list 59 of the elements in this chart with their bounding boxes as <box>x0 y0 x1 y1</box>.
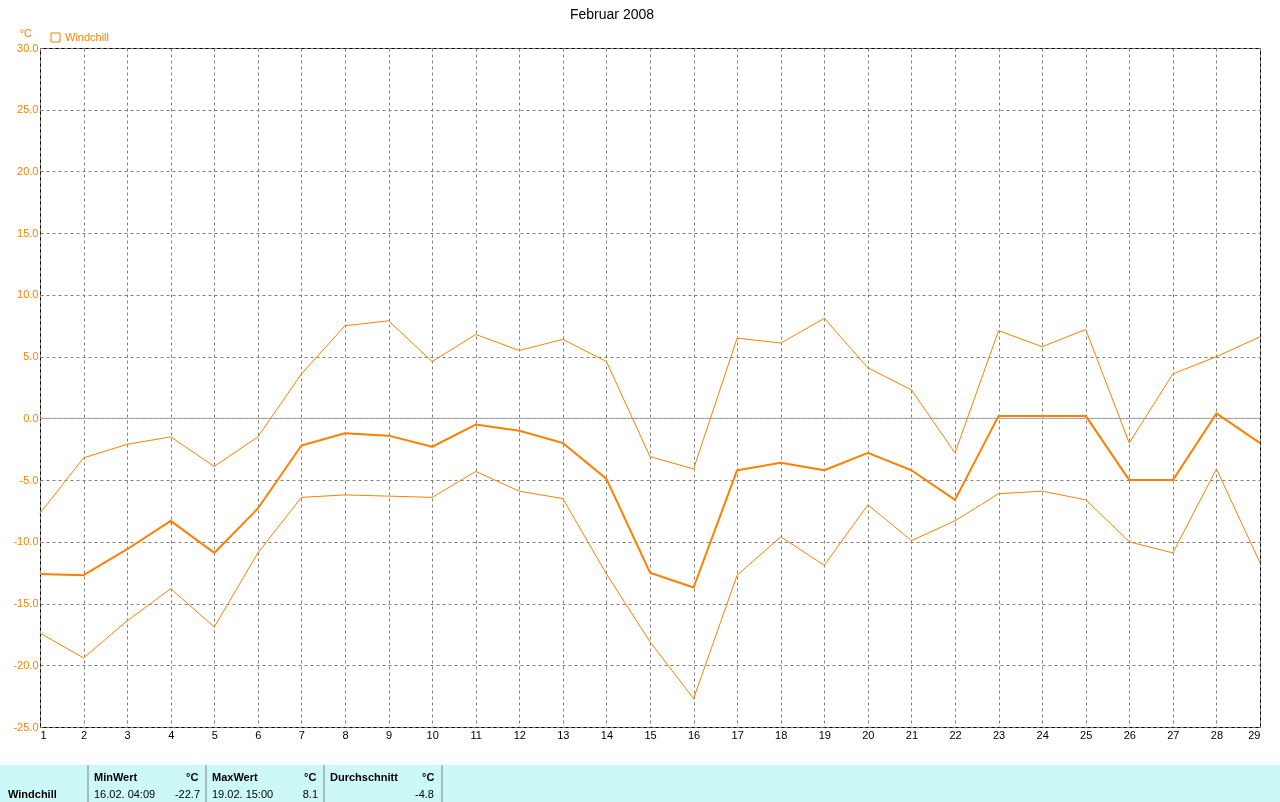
x-tick-label: 12 <box>513 728 526 741</box>
y-tick-label: 5.0 <box>23 350 39 363</box>
x-tick-label: 25 <box>1080 728 1093 741</box>
text: MinWert <box>94 771 138 783</box>
chart-title: Februar 2008 <box>569 6 655 22</box>
x-tick-label: 21 <box>905 728 919 741</box>
text: -4.8 <box>415 788 434 800</box>
x-tick-label: 29 <box>1248 728 1261 741</box>
text: 19.02. 15:00 <box>212 788 274 800</box>
text: °C <box>304 771 317 783</box>
x-tick-label: 13 <box>557 728 570 741</box>
x-tick-label: 19 <box>818 728 831 741</box>
y-tick-label: -10.0 <box>13 535 39 548</box>
y-tick-label: 10.0 <box>17 288 39 301</box>
text: Windchill <box>8 788 57 800</box>
x-tick-label: 9 <box>386 728 393 741</box>
y-tick-label: -25.0 <box>13 720 39 733</box>
y-tick-label: -20.0 <box>13 658 39 671</box>
x-tick-label: 22 <box>949 728 962 741</box>
x-tick-label: 8 <box>342 728 349 741</box>
x-tick-label: 20 <box>862 728 875 741</box>
x-tick-label: 27 <box>1167 728 1180 741</box>
x-tick-label: 1 <box>40 728 47 741</box>
text: °C <box>422 771 435 783</box>
y-tick-label: 25.0 <box>17 103 39 116</box>
x-tick-label: 2 <box>81 728 88 741</box>
x-tick-label: 23 <box>992 728 1006 741</box>
y-tick-label: 0.0 <box>23 411 39 424</box>
y-axis-title: °C <box>19 27 33 39</box>
line-series <box>39 412 1261 589</box>
x-tick-label: 3 <box>124 728 131 741</box>
x-tick-label: 5 <box>211 728 218 741</box>
text: 16.02. 04:09 <box>94 788 156 800</box>
x-tick-label: 4 <box>168 728 175 741</box>
text: °C <box>186 771 199 783</box>
x-tick-label: 11 <box>470 728 482 741</box>
x-tick-label: 10 <box>426 728 439 741</box>
x-tick-label: 28 <box>1210 728 1224 741</box>
x-tick-label: 6 <box>255 728 262 741</box>
x-tick-label: 14 <box>600 728 614 741</box>
x-tick-label: 16 <box>687 728 701 741</box>
text: 8.1 <box>302 788 318 800</box>
y-tick-label: 20.0 <box>17 164 39 177</box>
text: Durchschnitt <box>330 771 399 783</box>
text: -22.7 <box>174 788 200 800</box>
x-tick-label: 26 <box>1123 728 1136 741</box>
line-series <box>39 317 1261 514</box>
x-tick-label: 18 <box>775 728 788 741</box>
text: MaxWert <box>212 771 258 783</box>
y-tick-label: 15.0 <box>17 226 39 239</box>
y-tick-label: 30.0 <box>17 41 39 54</box>
y-tick-label: -15.0 <box>13 597 39 610</box>
x-tick-label: 24 <box>1036 728 1049 741</box>
line-series <box>39 468 1261 700</box>
x-tick-label: 7 <box>298 728 305 741</box>
x-tick-label: 17 <box>731 728 744 741</box>
y-tick-label: -5.0 <box>19 473 39 486</box>
legend-label: Windchill <box>65 30 110 43</box>
x-tick-label: 15 <box>644 728 657 741</box>
